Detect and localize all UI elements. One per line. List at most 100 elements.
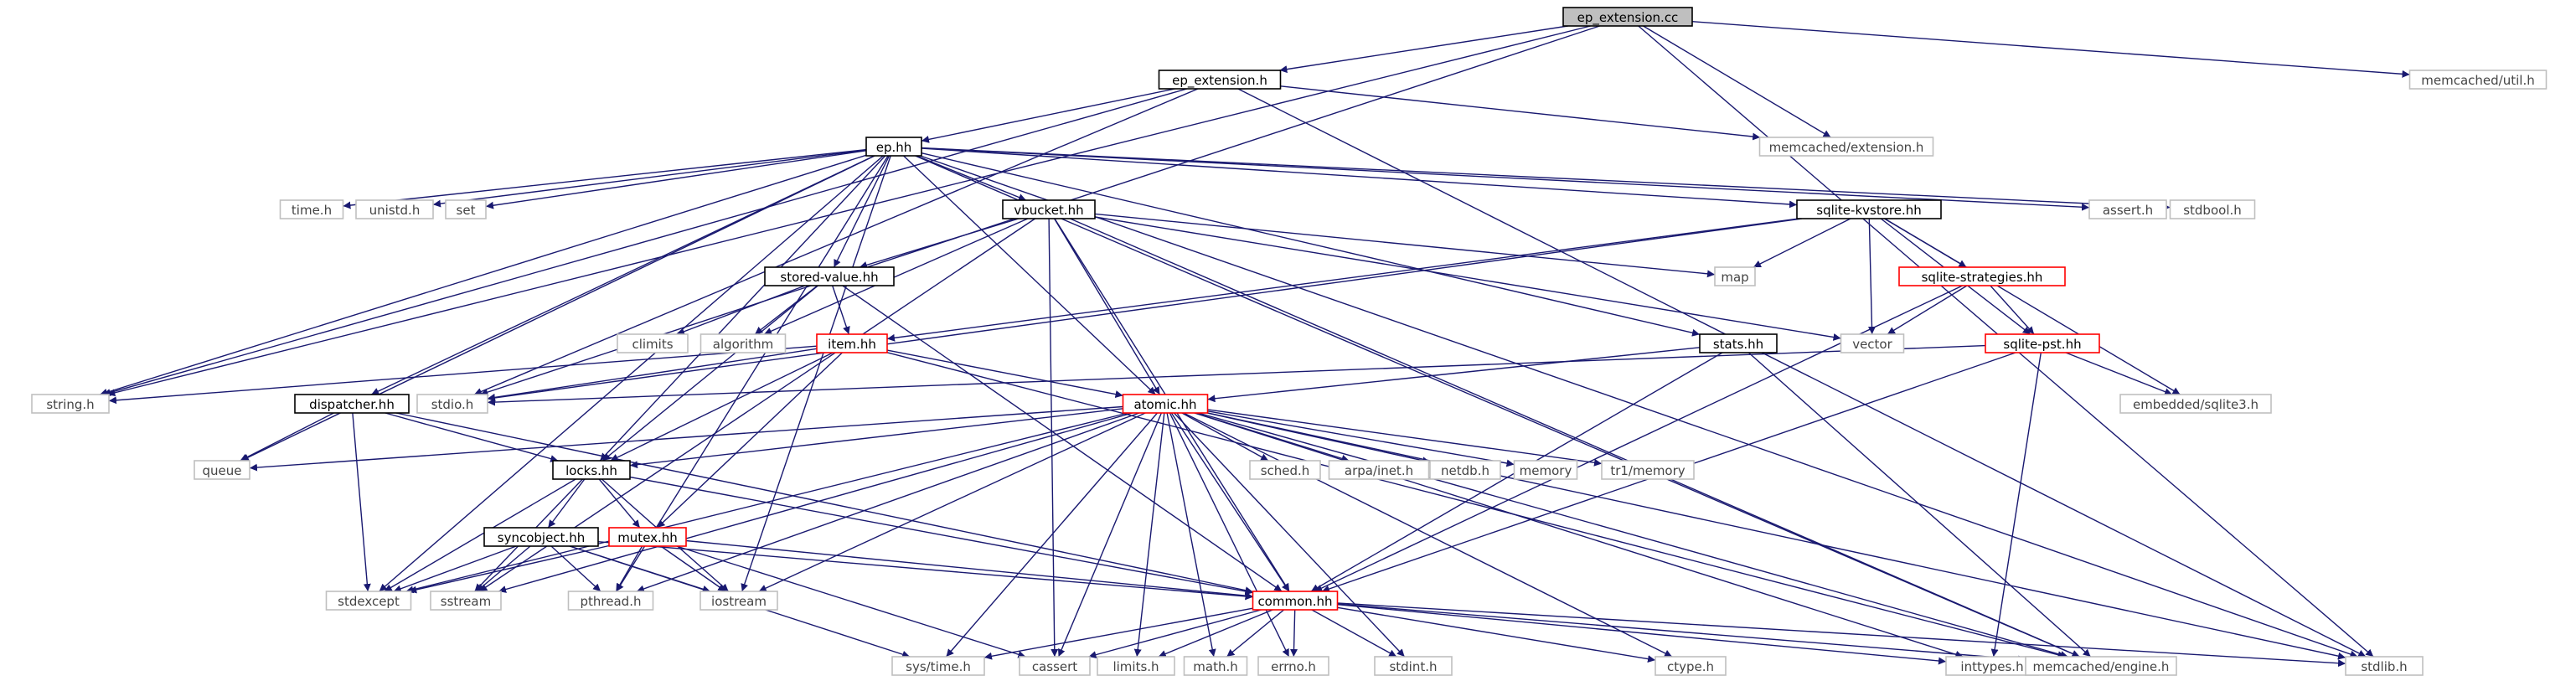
node-label: memcached/util.h <box>2421 73 2534 88</box>
node-box <box>567 591 654 611</box>
edge-item-hh-to-string-h <box>108 345 818 405</box>
node-box <box>552 460 631 480</box>
node-box <box>1249 460 1321 480</box>
node-vbucket-hh[interactable]: vbucket.hh <box>1002 199 1096 219</box>
node-label: algorithm <box>713 337 773 352</box>
node-sqlite-kvstore-hh[interactable]: sqlite-kvstore.hh <box>1796 199 1942 219</box>
edge-item-hh-to-mutex-hh <box>657 352 843 529</box>
node-box <box>1898 266 2066 286</box>
node-label: vector <box>1852 337 1892 352</box>
node-label: unistd.h <box>369 203 421 218</box>
edge-sqlite-kvstore-hh-to-map <box>1753 218 1851 268</box>
node-box <box>355 199 434 219</box>
node-map: map <box>1714 266 1756 286</box>
node-sqlite-pst-hh[interactable]: sqlite-pst.hh <box>1985 333 2100 353</box>
node-box <box>1257 656 1329 676</box>
node-item-hh[interactable]: item.hh <box>816 333 888 353</box>
node-stdbool-h: stdbool.h <box>2169 199 2256 219</box>
node-limits-h: limits.h <box>1097 656 1175 676</box>
edge-locks-hh-to-mutex-hh <box>598 478 641 529</box>
node-box <box>1796 199 1942 219</box>
edge-dispatcher-hh-to-locks-hh <box>385 412 559 462</box>
node-atomic-hh[interactable]: atomic.hh <box>1122 394 1209 414</box>
node-box <box>2169 199 2256 219</box>
node-sqlite-strategies-hh[interactable]: sqlite-strategies.hh <box>1898 266 2066 286</box>
edge-vbucket-hh-to-vector <box>1094 216 1841 341</box>
edge-atomic-hh-to-iostream <box>758 412 1146 592</box>
edge-common-hh-to-inttypes-h <box>1337 604 1947 665</box>
node-mutex-hh[interactable]: mutex.hh <box>608 527 687 547</box>
edge-common-hh-to-stdlib-h <box>1337 602 2346 668</box>
edge-ep-extension-h-to-ep-hh <box>921 88 1175 143</box>
node-box <box>1699 333 1778 353</box>
node-arpa-inet-h: arpa/inet.h <box>1328 460 1430 480</box>
node-label: atomic.hh <box>1133 397 1196 412</box>
edge-atomic-hh-to-ctype-h <box>1183 412 1673 658</box>
node-climits: climits <box>617 333 689 353</box>
edge-stats-hh-to-memcached-engine-h <box>1747 352 2092 658</box>
node-pthread-h: pthread.h <box>567 591 654 611</box>
edge-stats-hh-to-atomic-hh <box>1207 347 1701 403</box>
node-box <box>294 394 410 414</box>
node-label: syncobject.hh <box>498 530 585 545</box>
node-label: sqlite-pst.hh <box>2003 337 2081 352</box>
edge-sqlite-kvstore-hh-to-item-hh <box>886 218 1799 342</box>
node-box <box>445 199 487 219</box>
node-ep-extension-cc[interactable]: ep_extension.cc <box>1562 7 1693 27</box>
edge-ep-extension-h-to-stdlib-h <box>1237 88 2367 658</box>
node-errno-h: errno.h <box>1257 656 1329 676</box>
edge-ep-extension-cc-to-ep-extension-h <box>1279 25 1568 74</box>
node-stdexcept: stdexcept <box>325 591 412 611</box>
node-box <box>865 137 922 157</box>
node-locks-hh[interactable]: locks.hh <box>552 460 631 480</box>
node-dispatcher-hh[interactable]: dispatcher.hh <box>294 394 410 414</box>
node-ctype-h: ctype.h <box>1655 656 1727 676</box>
edge-ep-extension-cc-to-string-h <box>107 25 1591 397</box>
edge-ep-hh-to-queue <box>240 155 875 462</box>
edge-common-hh-to-sys-time-h <box>983 607 1253 660</box>
node-box <box>1122 394 1209 414</box>
edge-sqlite-pst-hh-to-inttypes-h <box>1990 352 2042 658</box>
node-label: sched.h <box>1261 463 1310 478</box>
edge-vbucket-hh-to-atomic-hh <box>1053 218 1161 395</box>
edge-sqlite-kvstore-hh-to-stdio-h <box>487 218 1802 402</box>
edge-atomic-hh-to-memcached-engine-h <box>1198 412 2068 658</box>
node-label: ep_extension.h <box>1172 73 1267 89</box>
edge-syncobject-hh-to-stdexcept <box>393 545 517 593</box>
node-math-h: math.h <box>1183 656 1248 676</box>
node-common-hh[interactable]: common.hh <box>1252 591 1339 611</box>
node-label: mutex.hh <box>617 530 678 545</box>
node-box <box>1840 333 1905 353</box>
edge-atomic-hh-to-limits-h <box>1133 412 1165 658</box>
node-label: iostream <box>711 594 767 609</box>
node-label: locks.hh <box>565 463 617 478</box>
edge-atomic-hh-to-locks-hh <box>629 408 1123 469</box>
edge-sqlite-pst-hh-to-stdio-h <box>487 344 1986 406</box>
node-stored-value-hh[interactable]: stored-value.hh <box>764 266 895 286</box>
node-queue: queue <box>194 460 250 480</box>
edge-ep-hh-to-unistd-h <box>432 149 867 208</box>
edge-locks-hh-to-common-hh <box>629 476 1253 596</box>
node-box <box>1601 460 1695 480</box>
node-time-h: time.h <box>279 199 344 219</box>
node-label: dispatcher.hh <box>309 397 395 412</box>
node-tr1-memory: tr1/memory <box>1601 460 1695 480</box>
edge-ep-hh-to-pthread-h <box>616 155 889 592</box>
node-ep-hh[interactable]: ep.hh <box>865 137 922 157</box>
edge-item-hh-to-atomic-hh <box>886 349 1123 399</box>
edge-atomic-hh-to-sched-h <box>1181 412 1269 462</box>
edge-locks-hh-to-syncobject-hh <box>547 478 586 529</box>
node-box <box>325 591 412 611</box>
node-sched-h: sched.h <box>1249 460 1321 480</box>
node-box <box>891 656 985 676</box>
node-stats-hh[interactable]: stats.hh <box>1699 333 1778 353</box>
node-label: pthread.h <box>581 594 642 609</box>
node-syncobject-hh[interactable]: syncobject.hh <box>483 527 599 547</box>
edge-ep-hh-to-stats-hh <box>921 152 1701 337</box>
node-label: cassert <box>1032 659 1077 674</box>
node-ep-extension-h[interactable]: ep_extension.h <box>1158 70 1282 90</box>
node-box <box>1158 70 1282 90</box>
edge-mutex-hh-to-cassert <box>676 545 1026 658</box>
node-box <box>764 266 895 286</box>
